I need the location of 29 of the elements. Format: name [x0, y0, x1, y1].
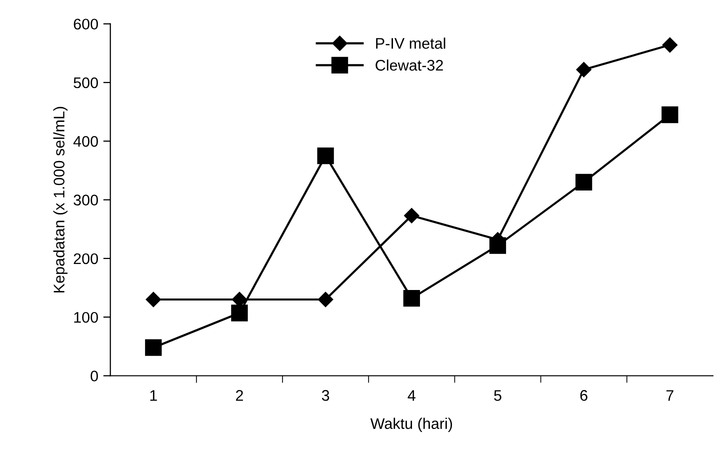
- x-axis-title: Waktu (hari): [370, 418, 452, 432]
- point: [145, 339, 162, 356]
- y-tick-label: 300: [74, 194, 98, 206]
- point: [576, 62, 592, 78]
- y-tick-label: 0: [90, 370, 98, 382]
- point: [231, 304, 248, 322]
- point: [404, 208, 420, 224]
- x-tick-label: 7: [666, 390, 674, 401]
- point: [317, 147, 334, 164]
- point: [662, 106, 678, 124]
- legend-label: Clewat-32: [376, 59, 443, 71]
- x-tick-label: 2: [236, 390, 243, 401]
- y-tick-label: 600: [74, 18, 98, 30]
- y-tick-label: 400: [73, 136, 98, 147]
- point: [403, 290, 420, 307]
- legend-label: P-IV metal: [376, 38, 446, 49]
- y-tick-label: 500: [74, 77, 98, 88]
- y-tick-label: 200: [74, 253, 98, 264]
- x-tick-label: 5: [494, 390, 502, 401]
- x-tick-label: 4: [408, 390, 416, 401]
- y-axis-title: Kepadatan (x 1.000 sel/mL): [53, 106, 68, 292]
- x-tick-label: 1: [150, 390, 157, 401]
- y-tick-label: 100: [74, 312, 98, 323]
- x-tick-label: 6: [580, 390, 588, 401]
- point: [146, 292, 161, 308]
- x-tick-label: 3: [322, 390, 330, 401]
- point: [662, 37, 678, 53]
- point: [318, 292, 334, 308]
- point: [575, 174, 592, 191]
